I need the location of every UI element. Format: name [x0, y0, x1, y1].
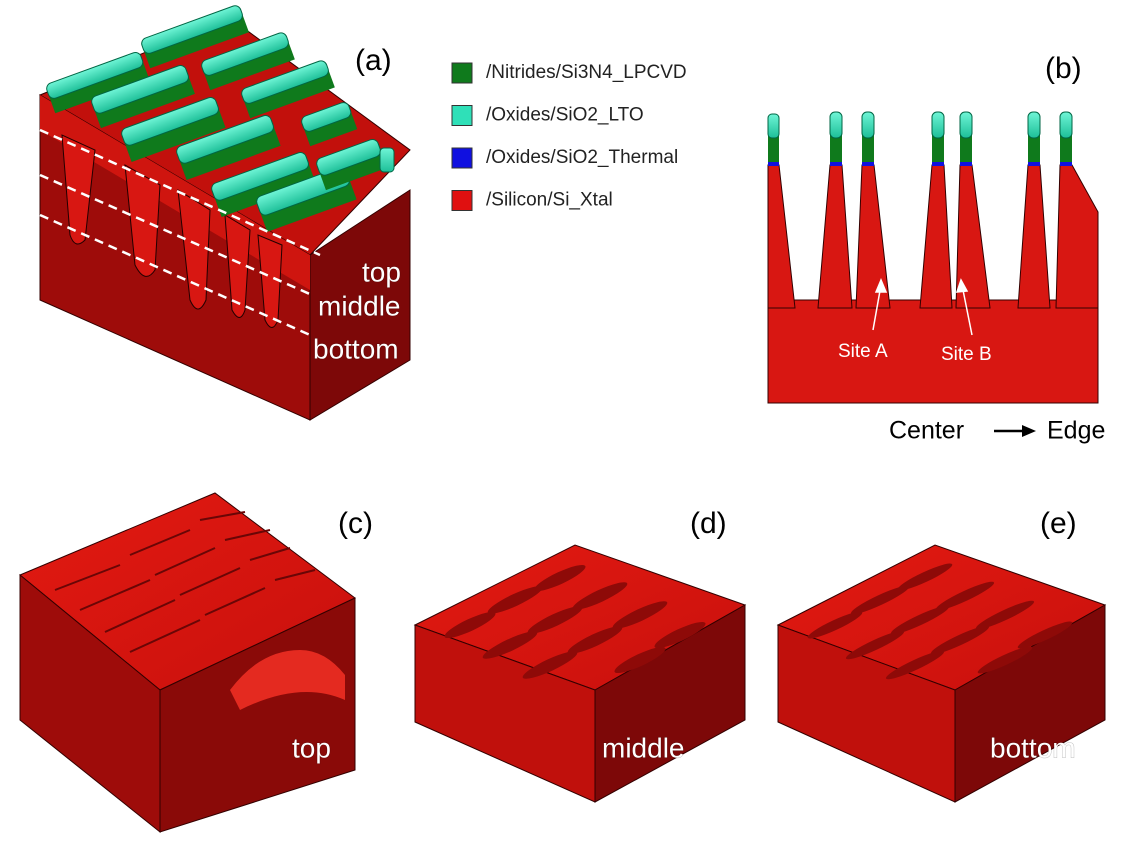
panel-d: (d) middle	[413, 507, 747, 803]
legend-swatch	[451, 62, 473, 84]
holes	[444, 564, 706, 679]
legend-label: /Silicon/Si_Xtal	[486, 190, 613, 211]
fin-caps	[46, 5, 395, 232]
cut-lines	[39, 128, 321, 337]
panel-a: (a) top middle bottom	[38, 5, 411, 421]
direction-to: Edge	[1047, 417, 1105, 445]
substrate	[767, 299, 1099, 404]
legend-swatch	[451, 105, 473, 126]
caption: top	[292, 732, 331, 763]
direction-arrow	[994, 425, 1036, 437]
panel-label: (c)	[338, 507, 373, 540]
holes	[807, 563, 1073, 680]
panel-label: (a)	[355, 44, 392, 77]
panel-b: Site A Site B (b) Center Edge	[767, 52, 1105, 445]
panel-label: (e)	[1040, 507, 1077, 540]
fin-caps	[767, 111, 1073, 166]
trenches	[61, 134, 283, 328]
annotation: middle	[318, 290, 400, 321]
annotation: top	[362, 256, 401, 287]
panel-c: (c) top	[19, 492, 373, 834]
panel-e: (e) bottom	[776, 507, 1107, 803]
direction-from: Center	[889, 417, 964, 445]
panel-label: (b)	[1045, 52, 1082, 85]
ridges	[54, 511, 316, 653]
edge-bevel	[230, 650, 345, 710]
legend-swatch	[451, 190, 473, 211]
legend: /Nitrides/Si3N4_LPCVD/Oxides/SiO2_LTO/Ox…	[451, 62, 687, 211]
block-side	[309, 189, 411, 421]
caption: bottom	[990, 732, 1076, 763]
panel-label: (d)	[690, 507, 727, 540]
caption: middle	[602, 732, 684, 763]
legend-label: /Nitrides/Si3N4_LPCVD	[486, 62, 687, 83]
legend-label: /Oxides/SiO2_LTO	[486, 105, 644, 126]
legend-label: /Oxides/SiO2_Thermal	[486, 147, 678, 168]
annotation: bottom	[313, 333, 399, 364]
site-label: Site A	[838, 341, 888, 362]
legend-swatch	[451, 147, 473, 169]
site-arrows	[872, 278, 973, 336]
fins	[767, 164, 1099, 309]
site-label: Site B	[941, 344, 992, 365]
